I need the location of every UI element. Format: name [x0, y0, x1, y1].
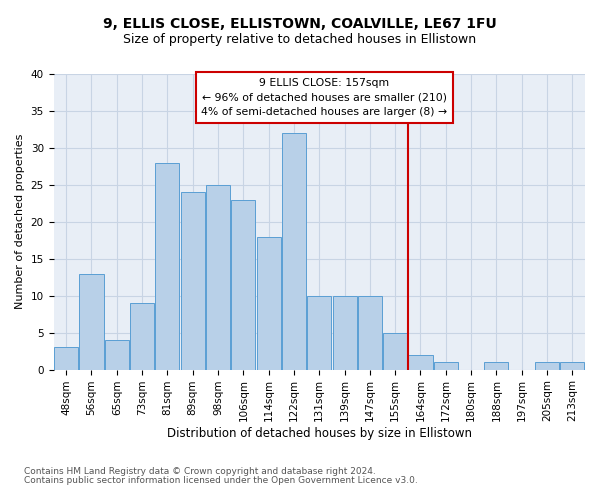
Bar	[181, 192, 205, 370]
Text: Contains HM Land Registry data © Crown copyright and database right 2024.: Contains HM Land Registry data © Crown c…	[24, 467, 376, 476]
Text: 9 ELLIS CLOSE: 157sqm
← 96% of detached houses are smaller (210)
4% of semi-deta: 9 ELLIS CLOSE: 157sqm ← 96% of detached …	[201, 78, 448, 118]
Bar	[358, 296, 382, 370]
Bar	[484, 362, 508, 370]
Bar	[232, 200, 256, 370]
Bar	[383, 332, 407, 370]
Bar	[434, 362, 458, 370]
X-axis label: Distribution of detached houses by size in Ellistown: Distribution of detached houses by size …	[167, 427, 472, 440]
Bar	[560, 362, 584, 370]
Bar	[332, 296, 356, 370]
Bar	[130, 303, 154, 370]
Bar	[257, 236, 281, 370]
Text: Size of property relative to detached houses in Ellistown: Size of property relative to detached ho…	[124, 32, 476, 46]
Bar	[307, 296, 331, 370]
Bar	[206, 185, 230, 370]
Bar	[105, 340, 129, 370]
Bar	[155, 162, 179, 370]
Bar	[535, 362, 559, 370]
Bar	[282, 133, 306, 370]
Text: 9, ELLIS CLOSE, ELLISTOWN, COALVILLE, LE67 1FU: 9, ELLIS CLOSE, ELLISTOWN, COALVILLE, LE…	[103, 18, 497, 32]
Bar	[409, 355, 433, 370]
Y-axis label: Number of detached properties: Number of detached properties	[15, 134, 25, 310]
Text: Contains public sector information licensed under the Open Government Licence v3: Contains public sector information licen…	[24, 476, 418, 485]
Bar	[54, 348, 78, 370]
Bar	[79, 274, 104, 370]
